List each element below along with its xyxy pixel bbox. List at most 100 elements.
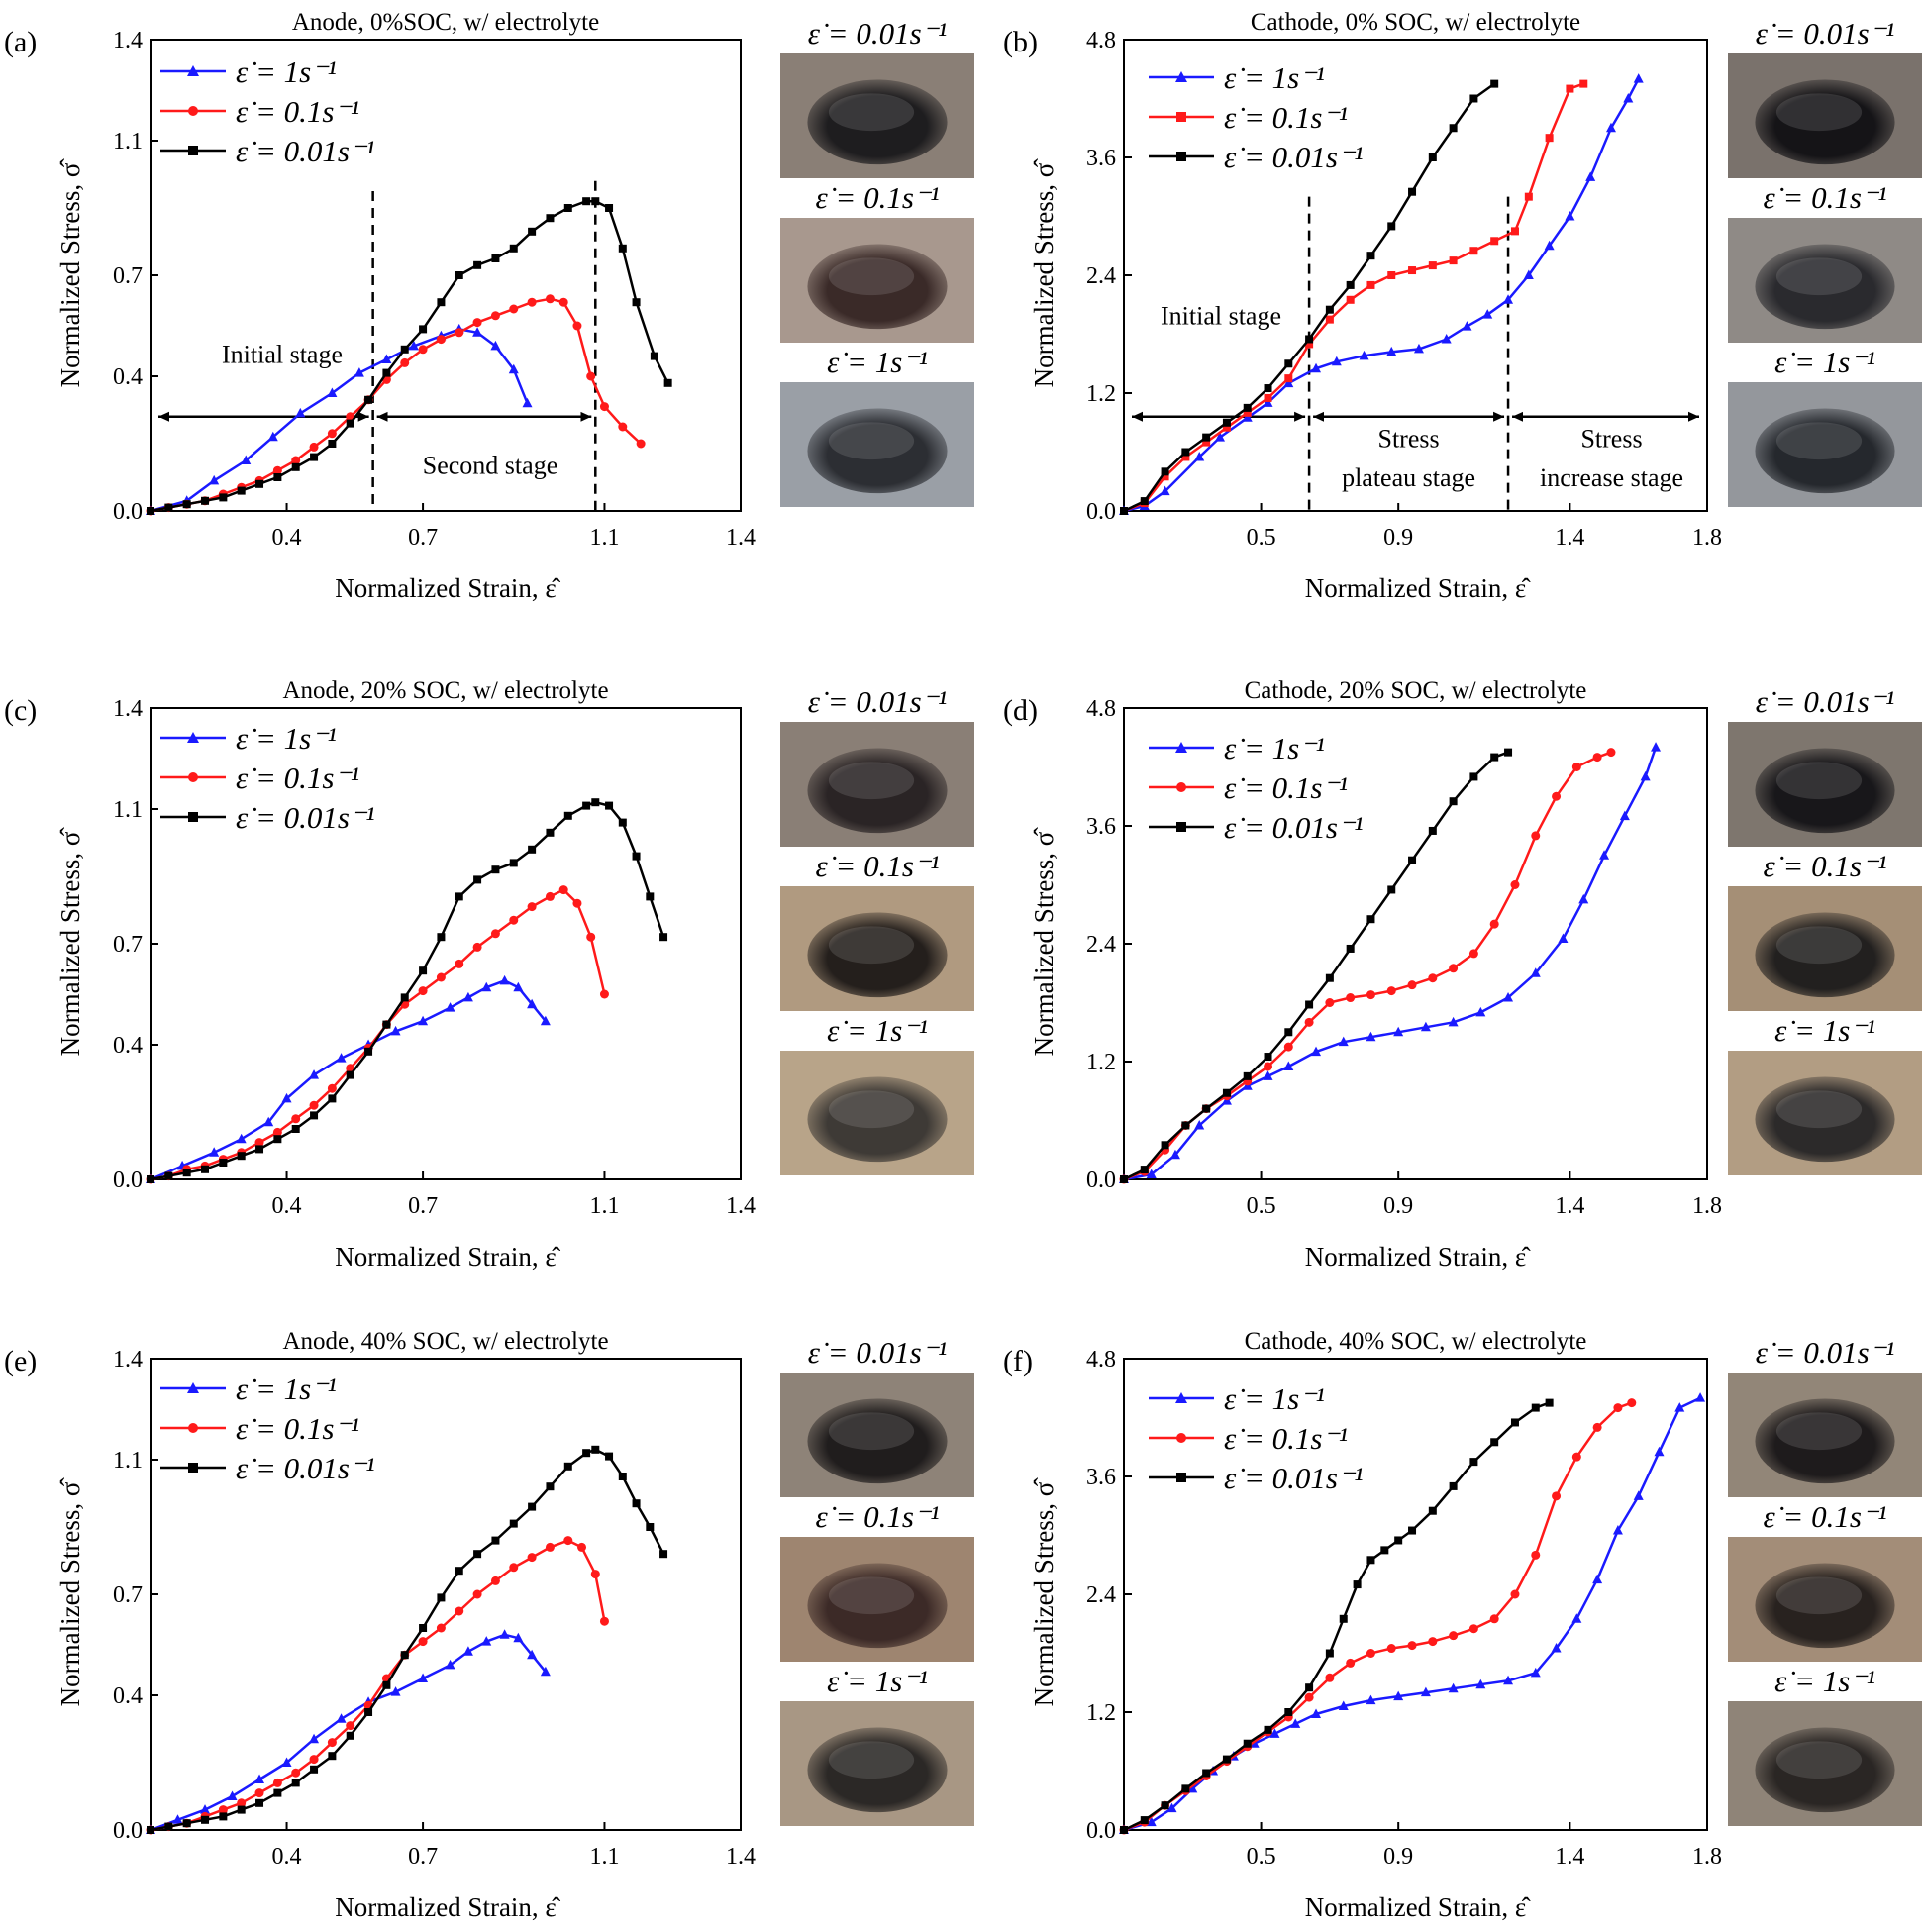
data-point bbox=[418, 1673, 429, 1682]
data-point bbox=[1264, 1725, 1272, 1734]
x-tick-label: 1.4 bbox=[1555, 1193, 1584, 1219]
data-point bbox=[1503, 294, 1514, 304]
data-point bbox=[1325, 998, 1335, 1007]
specimen-highlight bbox=[828, 257, 915, 296]
y-tick-label: 1.2 bbox=[1086, 381, 1116, 407]
data-point bbox=[309, 1069, 320, 1079]
data-point bbox=[172, 1814, 183, 1824]
photo-rate-label: ε̇ = 0.01s⁻¹ bbox=[808, 16, 948, 51]
data-point bbox=[1202, 433, 1211, 442]
data-point bbox=[663, 378, 672, 387]
data-point bbox=[364, 395, 373, 404]
y-tick-label: 1.4 bbox=[113, 1347, 143, 1373]
data-point bbox=[1387, 222, 1396, 231]
data-point bbox=[646, 892, 655, 901]
specimen-photo bbox=[1755, 1727, 1895, 1813]
data-point bbox=[1386, 1644, 1396, 1654]
data-point bbox=[1304, 1017, 1314, 1027]
data-point bbox=[508, 363, 519, 374]
specimen-highlight bbox=[828, 1576, 915, 1615]
data-point bbox=[540, 1666, 551, 1677]
legend-label: ε̇ = 1s⁻¹ bbox=[236, 721, 337, 756]
legend-label: ε̇ = 0.1s⁻¹ bbox=[236, 94, 359, 129]
data-point bbox=[1490, 1438, 1499, 1447]
data-point bbox=[201, 496, 210, 505]
legend-label: ε̇ = 0.1s⁻¹ bbox=[1224, 100, 1348, 135]
data-point bbox=[1490, 753, 1499, 762]
y-tick-label: 0.0 bbox=[113, 499, 143, 525]
data-point bbox=[418, 345, 428, 355]
legend-label: ε̇ = 1s⁻¹ bbox=[236, 54, 337, 89]
data-point bbox=[237, 1152, 246, 1161]
data-point bbox=[632, 298, 641, 307]
data-point bbox=[147, 1175, 154, 1183]
data-point bbox=[1605, 122, 1616, 133]
legend-marker bbox=[188, 772, 198, 782]
data-point bbox=[291, 1768, 301, 1778]
data-point bbox=[582, 1449, 591, 1458]
data-point bbox=[1311, 362, 1322, 373]
chart-panel-e: (e) Anode, 40% SOC, w/ electrolyte 0.4 0.7 1… bbox=[4, 1328, 974, 1922]
y-tick-label: 0.4 bbox=[113, 1033, 143, 1059]
data-point bbox=[1202, 1769, 1211, 1778]
data-point bbox=[237, 1805, 246, 1814]
specimen-photo bbox=[1755, 1398, 1895, 1484]
data-point bbox=[273, 1788, 282, 1797]
data-point bbox=[1161, 1141, 1169, 1150]
data-point bbox=[309, 1100, 319, 1110]
data-point bbox=[236, 1133, 247, 1144]
data-point bbox=[437, 1593, 446, 1602]
data-point bbox=[1346, 993, 1356, 1003]
panel-letter: (e) bbox=[4, 1345, 37, 1377]
specimen-highlight bbox=[1775, 762, 1863, 800]
data-point bbox=[1346, 295, 1355, 304]
y-tick-label: 2.4 bbox=[1086, 263, 1116, 289]
data-point bbox=[272, 1127, 282, 1137]
legend-marker bbox=[1175, 742, 1187, 753]
x-tick-label: 1.1 bbox=[589, 1844, 619, 1870]
legend-label: ε̇ = 0.01s⁻¹ bbox=[236, 1451, 375, 1485]
data-point bbox=[1140, 1816, 1149, 1825]
data-point bbox=[632, 1499, 641, 1508]
specimen-highlight bbox=[828, 93, 915, 132]
data-point bbox=[1366, 1031, 1376, 1042]
data-point bbox=[546, 1482, 555, 1491]
data-point bbox=[327, 1738, 337, 1748]
data-point bbox=[328, 1094, 337, 1103]
panel-letter: (c) bbox=[4, 694, 37, 727]
data-point bbox=[1475, 1678, 1486, 1689]
data-point bbox=[182, 500, 191, 509]
data-point bbox=[1449, 1481, 1458, 1490]
data-point bbox=[1428, 973, 1438, 983]
data-point bbox=[618, 1473, 627, 1480]
legend-marker bbox=[1176, 822, 1186, 832]
data-point bbox=[1264, 1062, 1273, 1071]
data-point bbox=[1202, 1104, 1211, 1113]
data-point bbox=[1222, 1755, 1231, 1764]
data-point bbox=[650, 352, 658, 360]
data-point bbox=[1242, 412, 1253, 422]
data-point bbox=[1695, 1392, 1706, 1402]
data-point bbox=[513, 981, 524, 992]
panel-letter: (d) bbox=[1003, 694, 1038, 727]
data-point bbox=[1325, 1649, 1334, 1658]
data-point bbox=[1346, 1658, 1356, 1668]
data-point bbox=[1462, 321, 1472, 331]
data-point bbox=[1394, 1536, 1403, 1545]
data-point bbox=[1571, 763, 1581, 771]
data-point bbox=[1599, 850, 1610, 860]
data-point bbox=[400, 993, 409, 1002]
data-point bbox=[1592, 1574, 1603, 1584]
data-point bbox=[218, 1805, 228, 1815]
data-point bbox=[590, 1570, 600, 1579]
data-point bbox=[1579, 79, 1588, 88]
y-axis-label: Normalized Stress, σ̂ bbox=[55, 1477, 85, 1707]
data-point bbox=[382, 368, 391, 377]
data-point bbox=[636, 439, 646, 449]
data-point bbox=[1545, 134, 1554, 143]
data-point bbox=[572, 898, 582, 908]
y-tick-label: 4.8 bbox=[1086, 28, 1116, 53]
data-point bbox=[382, 1020, 391, 1029]
chart-panel-a: (a) Anode, 0%SOC, w/ electrolyte 0.4 0.7 1.1… bbox=[4, 9, 974, 603]
data-point bbox=[563, 1462, 572, 1471]
